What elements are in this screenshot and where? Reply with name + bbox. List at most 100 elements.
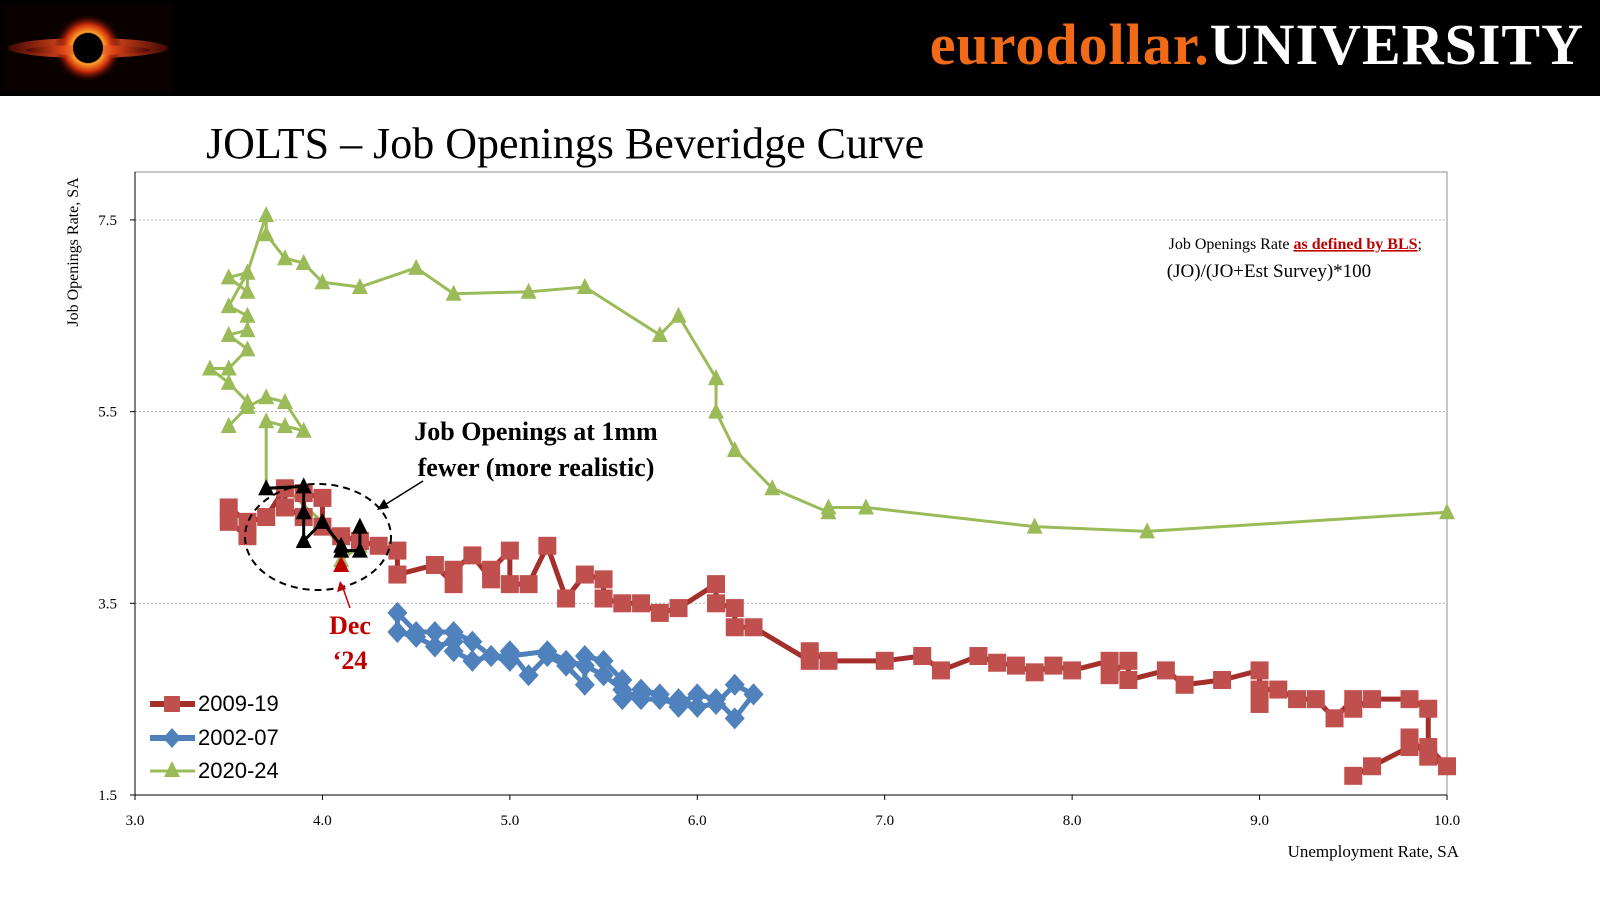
data-point-2009-19-77: [238, 527, 257, 546]
y-axis-label: Job Openings Rate, SA: [65, 177, 82, 327]
x-tick-label-8-0: 8.0: [1063, 813, 1082, 829]
callout-text-line2: fewer (more realistic): [418, 453, 655, 482]
legend-label-2020-24: 2020-24: [198, 758, 279, 783]
data-point-2009-19-44: [669, 599, 688, 618]
data-point-2009-19-7: [1419, 738, 1438, 757]
data-point-2002-07-34: [556, 649, 577, 672]
data-point-2020-24-37: [220, 416, 237, 433]
x-tick-label-4-0: 4.0: [313, 813, 332, 829]
data-point-2020-24-12: [651, 325, 668, 342]
bls-definition-note: Job Openings Rate as defined by BLS; (JO…: [1167, 236, 1422, 282]
grid-lines: [135, 219, 1447, 604]
y-tick-label-1-5: 1.5: [98, 788, 117, 804]
header-bar: eurodollar.UNIVERSITY: [0, 0, 1600, 96]
data-point-2020-24-33: [201, 359, 218, 376]
callout-arrow-line: [382, 480, 424, 507]
data-point-2009-19-19: [1250, 661, 1269, 680]
bls-definition-link[interactable]: as defined by BLS: [1294, 236, 1418, 253]
data-point-2009-19-1: [1363, 757, 1382, 776]
dec-24-point: [333, 555, 350, 572]
brand-university: UNIVERSITY: [1209, 12, 1584, 77]
data-point-2020-24-21: [258, 225, 275, 242]
data-point-2009-19-31: [988, 653, 1007, 672]
data-point-2020-24-18: [314, 273, 331, 290]
data-point-2020-24-27: [220, 297, 237, 314]
data-point-2009-19-27: [1063, 661, 1082, 680]
data-point-2020-24-13: [576, 278, 593, 295]
data-point-job-openings-at-1mm-fewer-3: [295, 532, 312, 549]
data-point-2020-24-32: [220, 359, 237, 376]
legend-item-2009-19[interactable]: 2009-19: [150, 691, 279, 716]
dec-arrow-line: [342, 587, 351, 609]
data-point-job-openings-at-1mm-fewer-2: [295, 503, 312, 520]
chart-title: JOLTS – Job Openings Beveridge Curve: [206, 119, 925, 168]
legend: 2009-19 2002-07 2020-24: [150, 691, 279, 783]
data-point-2002-07-40: [668, 692, 689, 715]
x-tick-label-10-0: 10.0: [1434, 813, 1460, 829]
realistic-callout: Job Openings at 1mm fewer (more realisti…: [244, 417, 658, 591]
data-point-2002-07-28: [424, 621, 445, 644]
note-suffix: ;: [1418, 236, 1422, 253]
data-point-2020-24-29: [239, 321, 256, 338]
data-point-2009-19-16: [1269, 680, 1288, 699]
data-point-2009-19-47: [613, 594, 632, 613]
data-point-2009-19-32: [969, 647, 988, 666]
data-point-2009-19-13: [1325, 709, 1344, 728]
data-point-2002-07-13: [574, 673, 595, 696]
data-point-2009-19-60: [444, 575, 463, 594]
callout-arrow-head: [377, 499, 389, 510]
data-point-2009-19-54: [500, 575, 519, 594]
data-point-2009-19-62: [388, 565, 407, 584]
data-point-job-openings-at-1mm-fewer-1: [295, 477, 312, 494]
data-point-2009-19-22: [1156, 661, 1175, 680]
data-point-2009-19-12: [1344, 690, 1363, 709]
data-point-2009-19-10: [1363, 690, 1382, 709]
data-point-2002-07-3: [687, 695, 708, 718]
data-point-2009-19-58: [463, 546, 482, 565]
data-point-2009-19-33: [931, 661, 950, 680]
data-point-2020-24-28: [239, 306, 256, 323]
x-tick-label-3-0: 3.0: [126, 813, 145, 829]
data-point-2009-19-64: [369, 536, 388, 555]
data-point-2020-24-16: [408, 258, 425, 275]
legend-item-2002-07[interactable]: 2002-07: [150, 725, 279, 750]
y-tick-label-5-5: 5.5: [98, 405, 117, 421]
data-point-2020-24-41: [295, 421, 312, 438]
data-point-2009-19-63: [388, 541, 407, 560]
series-2020-24: [201, 206, 1455, 568]
data-point-2020-24-0: [1439, 503, 1455, 520]
data-point-2020-24-10: [708, 369, 725, 386]
series-2009-19: [219, 479, 1456, 785]
data-point-2020-24-5: [820, 503, 837, 520]
note-formula: (JO)/(JO+Est Survey)*100: [1167, 261, 1371, 282]
data-point-2009-19-9: [1400, 690, 1419, 709]
data-point-2002-07-41: [687, 683, 708, 706]
data-point-2009-19-21: [1175, 675, 1194, 694]
data-point-2009-19-43: [707, 575, 726, 594]
data-point-2020-24-8: [708, 402, 725, 419]
data-point-2020-24-14: [520, 282, 537, 299]
y-tick-label-7-5: 7.5: [98, 213, 117, 229]
data-point-2002-07-20: [462, 649, 483, 672]
data-point-2020-24-38: [239, 397, 256, 414]
series-job-openings-at-1mm-fewer: [258, 477, 368, 558]
data-point-2002-07-42: [706, 688, 727, 711]
legend-item-2020-24[interactable]: 2020-24: [150, 758, 279, 783]
data-point-2020-24-3: [857, 498, 874, 515]
data-point-2009-19-35: [875, 651, 894, 670]
data-point-2002-07-35: [574, 654, 595, 677]
data-point-2009-19-59: [444, 560, 463, 579]
callout-circle: [244, 483, 392, 591]
data-point-2009-19-76: [219, 512, 238, 531]
data-point-2009-19-53: [519, 575, 538, 594]
legend-label-2009-19: 2009-19: [198, 691, 279, 716]
data-point-2002-07-39: [649, 688, 670, 711]
data-point-2009-19-45: [650, 603, 669, 622]
data-point-2009-19-61: [425, 555, 444, 574]
y-axis-ticks: 1.5 3.5 5.5 7.5: [98, 213, 135, 804]
data-point-2020-24-15: [445, 284, 462, 301]
dec-arrow-head: [337, 581, 346, 592]
data-point-2009-19-40: [725, 618, 744, 637]
dec-24-annotation: Dec ‘24: [329, 581, 371, 675]
